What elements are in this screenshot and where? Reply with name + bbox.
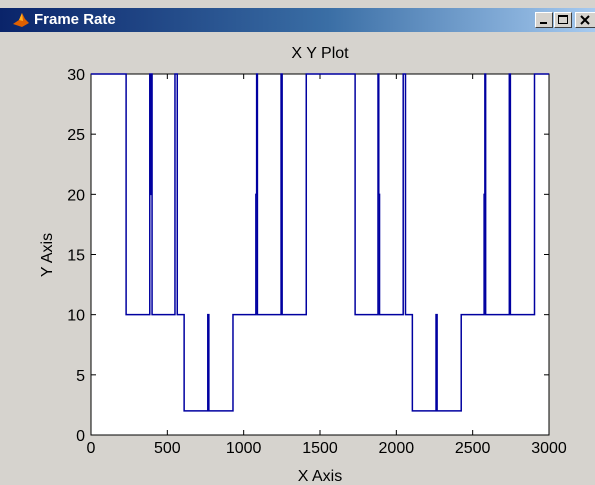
x-axis-label: X Axis	[298, 468, 342, 485]
y-tick-label: 20	[67, 187, 85, 204]
y-tick-label: 5	[76, 368, 85, 385]
y-axis-label: Y Axis	[39, 233, 56, 277]
x-tick-label: 500	[154, 440, 181, 457]
series-line	[91, 73, 549, 412]
matlab-icon	[13, 13, 29, 27]
x-tick-label: 3000	[531, 440, 567, 457]
window-title: Frame Rate	[34, 11, 116, 28]
x-tick-label: 2000	[379, 440, 415, 457]
maximize-button[interactable]	[554, 12, 572, 28]
close-button[interactable]	[575, 12, 595, 28]
minimize-icon	[540, 22, 547, 24]
y-tick-label: 0	[76, 428, 85, 445]
x-tick-label: 0	[87, 440, 96, 457]
xy-plot: X Y Plot X Axis Y Axis 0 500 1000 1500 2000 2…	[39, 45, 567, 485]
y-tick-label: 15	[67, 248, 85, 265]
chart-title: X Y Plot	[291, 45, 349, 62]
y-tick-label: 25	[67, 127, 85, 144]
close-icon	[580, 15, 590, 25]
axis-ticks: 0 500 1000 1500 2000 2500 3000 0 5 10 15 20 25 30	[67, 67, 567, 457]
minimize-button[interactable]	[535, 12, 553, 28]
plot-area	[90, 73, 550, 436]
x-tick-label: 2500	[455, 440, 491, 457]
title-bar[interactable]: Frame Rate	[0, 8, 595, 32]
x-tick-label: 1500	[302, 440, 338, 457]
x-tick-label: 1000	[226, 440, 262, 457]
y-tick-label: 30	[67, 67, 85, 84]
maximize-icon	[558, 15, 568, 24]
y-tick-label: 10	[67, 308, 85, 325]
